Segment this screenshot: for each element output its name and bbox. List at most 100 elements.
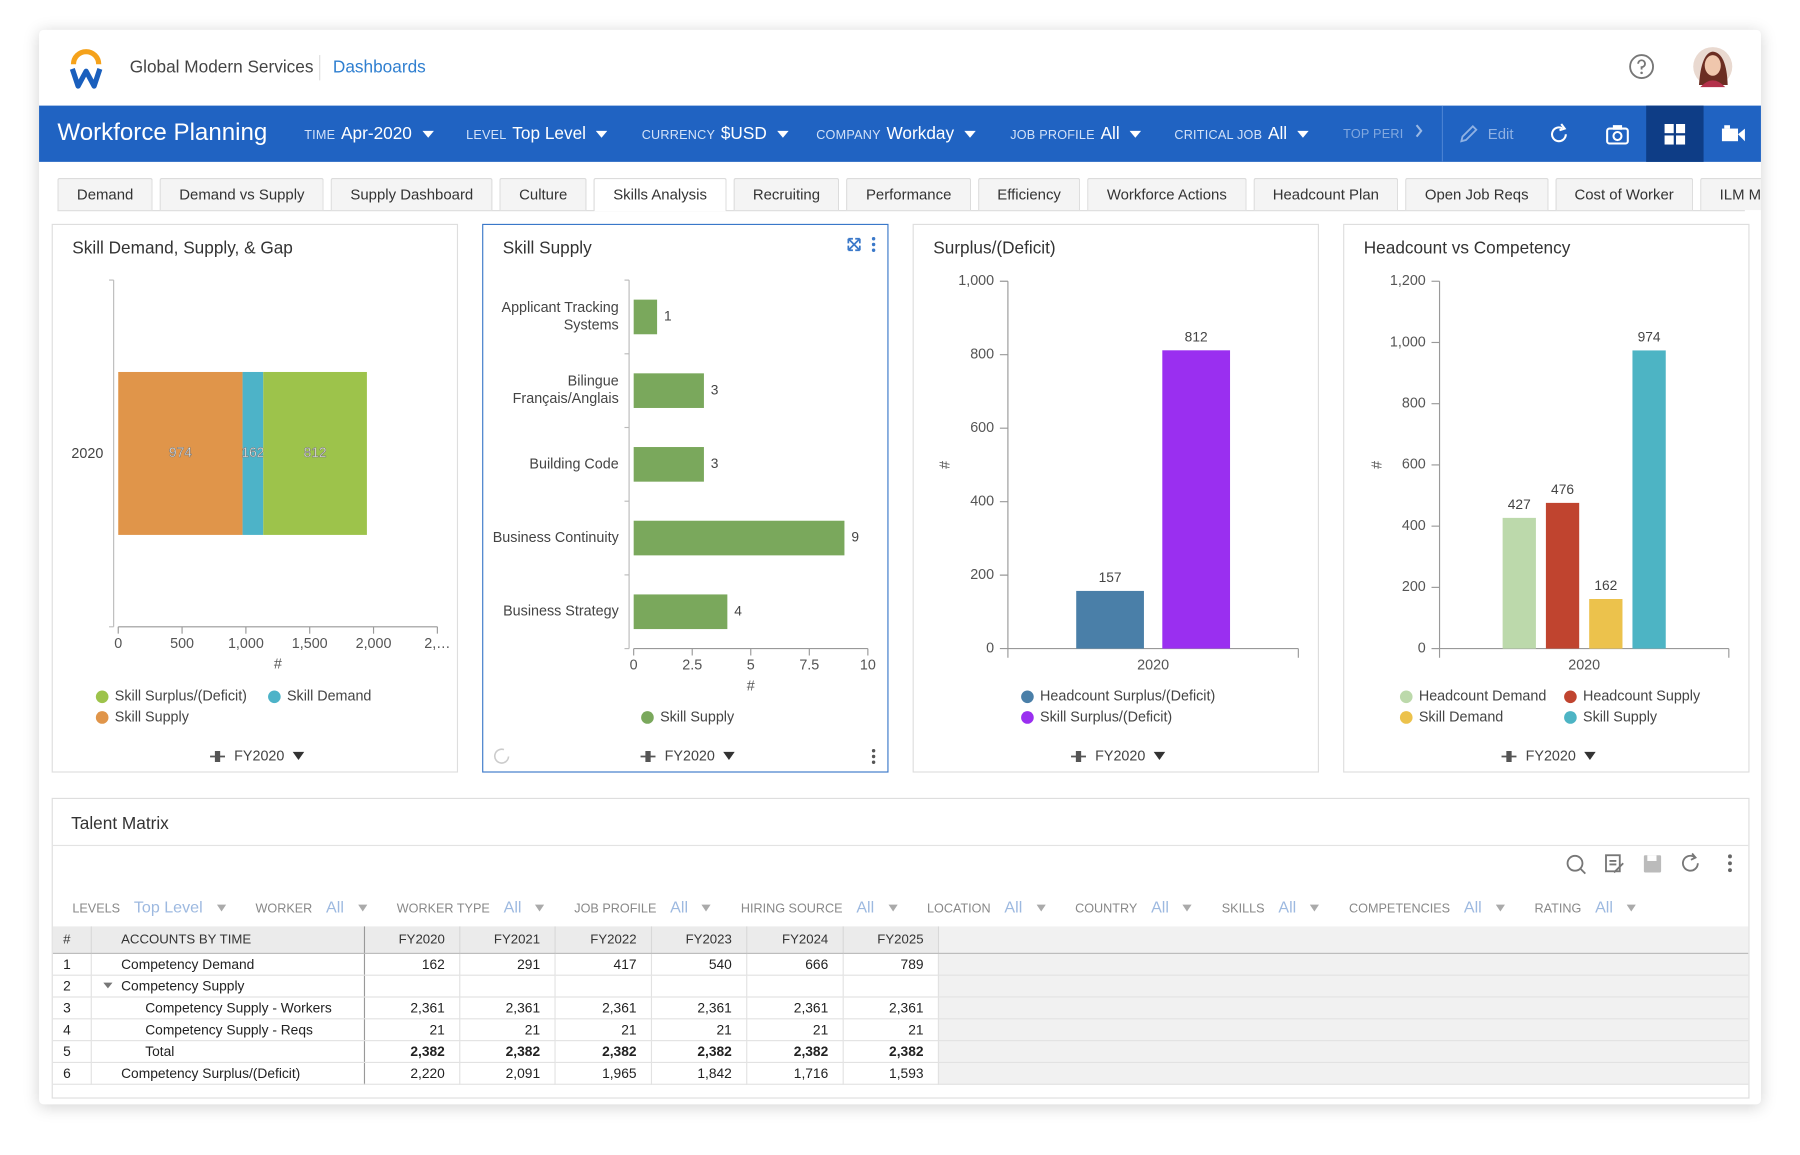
cell: 2,361: [650, 997, 747, 1020]
cell-text: 2,361: [697, 999, 732, 1016]
tab[interactable]: Supply Dashboard: [330, 177, 493, 211]
column-header[interactable]: FY2021: [459, 926, 556, 954]
tab[interactable]: Recruiting: [733, 177, 840, 211]
column-header[interactable]: #: [52, 926, 92, 954]
filter[interactable]: CURRENCY $USD: [642, 124, 789, 143]
grid-view-button[interactable]: [1646, 105, 1704, 162]
row-label: Total: [90, 1040, 365, 1064]
cell: 21: [842, 1018, 939, 1042]
legend-label[interactable]: Skill Surplus/(Deficit): [115, 689, 247, 705]
filter[interactable]: TIME Apr-2020: [304, 124, 434, 143]
period-selector[interactable]: FY2020: [234, 748, 284, 764]
filter-value[interactable]: Top Level: [133, 897, 203, 917]
legend-label[interactable]: Headcount Demand: [1419, 689, 1546, 705]
filter-value[interactable]: All: [670, 897, 689, 917]
tab-bar: Demand Demand vs Supply Supply Dashboard Cu…: [57, 177, 1761, 212]
help-icon[interactable]: [1628, 53, 1656, 81]
period-selector[interactable]: FY2020: [1526, 748, 1576, 764]
column-header[interactable]: ACCOUNTS BY TIME: [90, 926, 365, 954]
avatar[interactable]: [1692, 46, 1733, 88]
overflow-filter[interactable]: TOP PERI: [1343, 124, 1423, 141]
menu-icon[interactable]: [871, 237, 876, 252]
filter[interactable]: CRITICAL JOB All: [1174, 124, 1309, 143]
camera-icon[interactable]: [1605, 123, 1630, 146]
column-header[interactable]: FY2024: [746, 926, 844, 954]
filter-value[interactable]: All: [1595, 897, 1613, 917]
legend-label[interactable]: Skill Demand: [287, 689, 371, 705]
column-header[interactable]: FY2022: [554, 926, 652, 954]
tab[interactable]: ILM Map: [1700, 177, 1761, 211]
column-header[interactable]: FY2023: [650, 926, 747, 954]
edit-icon[interactable]: [1605, 854, 1624, 874]
cell: 2,382: [554, 1040, 652, 1064]
period-selector[interactable]: FY2020: [1095, 748, 1145, 764]
refresh-icon[interactable]: [1682, 852, 1699, 872]
data-label: 974: [1638, 329, 1661, 344]
filter-value[interactable]: All: [1278, 897, 1297, 917]
tab[interactable]: Open Job Reqs: [1405, 177, 1549, 211]
filter[interactable]: LEVEL Top Level: [466, 124, 608, 143]
legend-label[interactable]: Skill Supply: [1583, 709, 1658, 725]
tab[interactable]: Culture: [499, 177, 587, 211]
filter-value[interactable]: All: [326, 897, 344, 917]
x-axis-label: #: [274, 656, 282, 672]
tab[interactable]: Efficiency: [977, 177, 1081, 211]
caret-shape: [102, 982, 112, 989]
tab[interactable]: Demand: [57, 177, 153, 211]
data-label: 427: [1508, 497, 1531, 512]
column-header[interactable]: FY2025: [842, 926, 939, 954]
menu-icon[interactable]: [871, 749, 876, 764]
chart-card[interactable]: Skill Supply 0 2.5 5 7.5 10 # Applicant Trackin…: [482, 223, 889, 773]
tab[interactable]: Headcount Plan: [1253, 177, 1399, 211]
caret-shape: [422, 130, 434, 138]
legend-label[interactable]: Headcount Surplus/(Deficit): [1040, 689, 1215, 705]
menu-icon[interactable]: [1728, 854, 1732, 873]
expand-icon[interactable]: [847, 237, 861, 252]
filter[interactable]: COMPANY Workday: [816, 124, 976, 143]
tab[interactable]: Workforce Actions: [1087, 177, 1247, 211]
refresh-icon[interactable]: [493, 748, 510, 764]
cell: 2,382: [650, 1040, 747, 1064]
cell: 5: [52, 1040, 92, 1064]
cell-text: 2,220: [410, 1065, 445, 1082]
filter-value[interactable]: All: [1004, 897, 1023, 917]
bar: [633, 447, 704, 482]
bar: [1632, 350, 1666, 649]
legend-label[interactable]: Headcount Supply: [1583, 689, 1701, 705]
expand-caret[interactable]: [102, 982, 121, 991]
video-icon[interactable]: [1721, 125, 1746, 143]
refresh-icon[interactable]: [1547, 123, 1570, 146]
filter[interactable]: JOB PROFILE All: [1010, 124, 1142, 143]
grid-icon: [1664, 123, 1686, 145]
tab[interactable]: Skills Analysis: [593, 177, 727, 212]
filter-value[interactable]: All: [1151, 897, 1169, 917]
legend-label[interactable]: Skill Supply: [660, 709, 735, 725]
y-tick-label: 800: [1402, 395, 1426, 411]
filter-value[interactable]: All: [503, 897, 522, 917]
search-icon[interactable]: [1566, 854, 1586, 875]
legend-label[interactable]: Skill Supply: [115, 709, 190, 725]
tab[interactable]: Performance: [846, 177, 971, 211]
filter-value[interactable]: All: [1463, 897, 1482, 917]
period-selector[interactable]: FY2020: [665, 748, 715, 764]
logo[interactable]: [67, 46, 106, 90]
breadcrumb[interactable]: Dashboards: [332, 57, 426, 77]
y-tick-label: 200: [970, 567, 994, 583]
y-axis-label: #: [1369, 461, 1385, 469]
table-filters: LEVELS Top Level WORKER All WORKER TYPE All JO…: [72, 898, 1665, 916]
cell-text: 21: [524, 1021, 541, 1038]
cell: 6: [52, 1062, 92, 1085]
filter-value[interactable]: All: [856, 897, 875, 917]
edit-button[interactable]: Edit: [1487, 125, 1514, 143]
filter-label: TIME: [304, 128, 336, 143]
y-tick-label: Business Continuity: [492, 529, 619, 546]
tab[interactable]: Cost of Worker: [1554, 177, 1694, 211]
cell: 4: [52, 1018, 92, 1042]
save-icon[interactable]: [1643, 855, 1662, 873]
column-header[interactable]: FY2020: [363, 926, 460, 954]
legend-swatch: [1399, 711, 1413, 724]
tab[interactable]: Demand vs Supply: [159, 177, 325, 211]
legend-label[interactable]: Skill Demand: [1419, 709, 1503, 725]
legend-label[interactable]: Skill Surplus/(Deficit): [1040, 709, 1172, 725]
cell: 789: [842, 953, 939, 976]
